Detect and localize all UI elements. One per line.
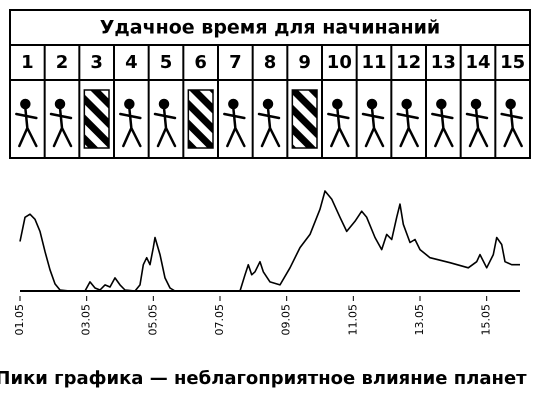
day-icon [257, 98, 281, 148]
icon-body [49, 106, 73, 148]
icon-body [119, 106, 142, 148]
day-number: 4 [125, 52, 138, 73]
icon-body [431, 106, 454, 148]
hatched-day [187, 89, 214, 149]
icon-body [465, 106, 489, 148]
table-title: Удачное время для начинаний [100, 17, 440, 39]
x-tick-label: 15.05 [480, 304, 493, 336]
hatched-day [291, 89, 318, 149]
icon-body [396, 106, 419, 148]
day-number: 11 [361, 52, 386, 73]
day-icon [465, 98, 489, 148]
icon-body [500, 106, 523, 148]
icon-body [223, 106, 246, 148]
x-tick-label: 03.05 [80, 304, 93, 336]
day-icon [49, 98, 73, 148]
day-icon [396, 98, 419, 148]
day-number: 13 [431, 52, 456, 73]
day-icon [431, 98, 454, 148]
day-number: 8 [264, 52, 277, 73]
data-line [19, 190, 520, 292]
x-tick-label: 05.05 [146, 304, 159, 336]
day-icon [500, 98, 523, 148]
hatched-day [83, 89, 110, 149]
caption: Пики графика — неблагоприятное влияние п… [0, 368, 527, 389]
x-tick-label: 09.05 [280, 304, 293, 336]
icon-body [15, 106, 38, 148]
day-number: 7 [229, 52, 242, 73]
day-number: 10 [327, 52, 352, 73]
day-number: 6 [194, 52, 207, 73]
day-number: 3 [90, 52, 103, 73]
day-number: 5 [160, 52, 173, 73]
x-tick-label: 13.05 [413, 304, 426, 336]
day-icon [153, 98, 177, 148]
day-number: 12 [396, 52, 421, 73]
day-icon [119, 98, 142, 148]
day-icon [223, 98, 246, 148]
day-icon [327, 98, 350, 148]
day-icon [15, 98, 38, 148]
day-icon [361, 98, 385, 148]
table-frame [9, 9, 531, 159]
x-tick-label: 07.05 [213, 304, 226, 336]
day-number: 14 [465, 52, 490, 73]
x-tick-label: 01.05 [13, 304, 26, 336]
day-number: 2 [56, 52, 69, 73]
day-number: 15 [500, 52, 525, 73]
day-number: 9 [298, 52, 311, 73]
icon-body [361, 106, 385, 148]
icon-body [153, 106, 177, 148]
day-number: 1 [21, 52, 34, 73]
icon-body [257, 106, 281, 148]
x-tick-label: 11.05 [346, 304, 359, 336]
icon-body [327, 106, 350, 148]
